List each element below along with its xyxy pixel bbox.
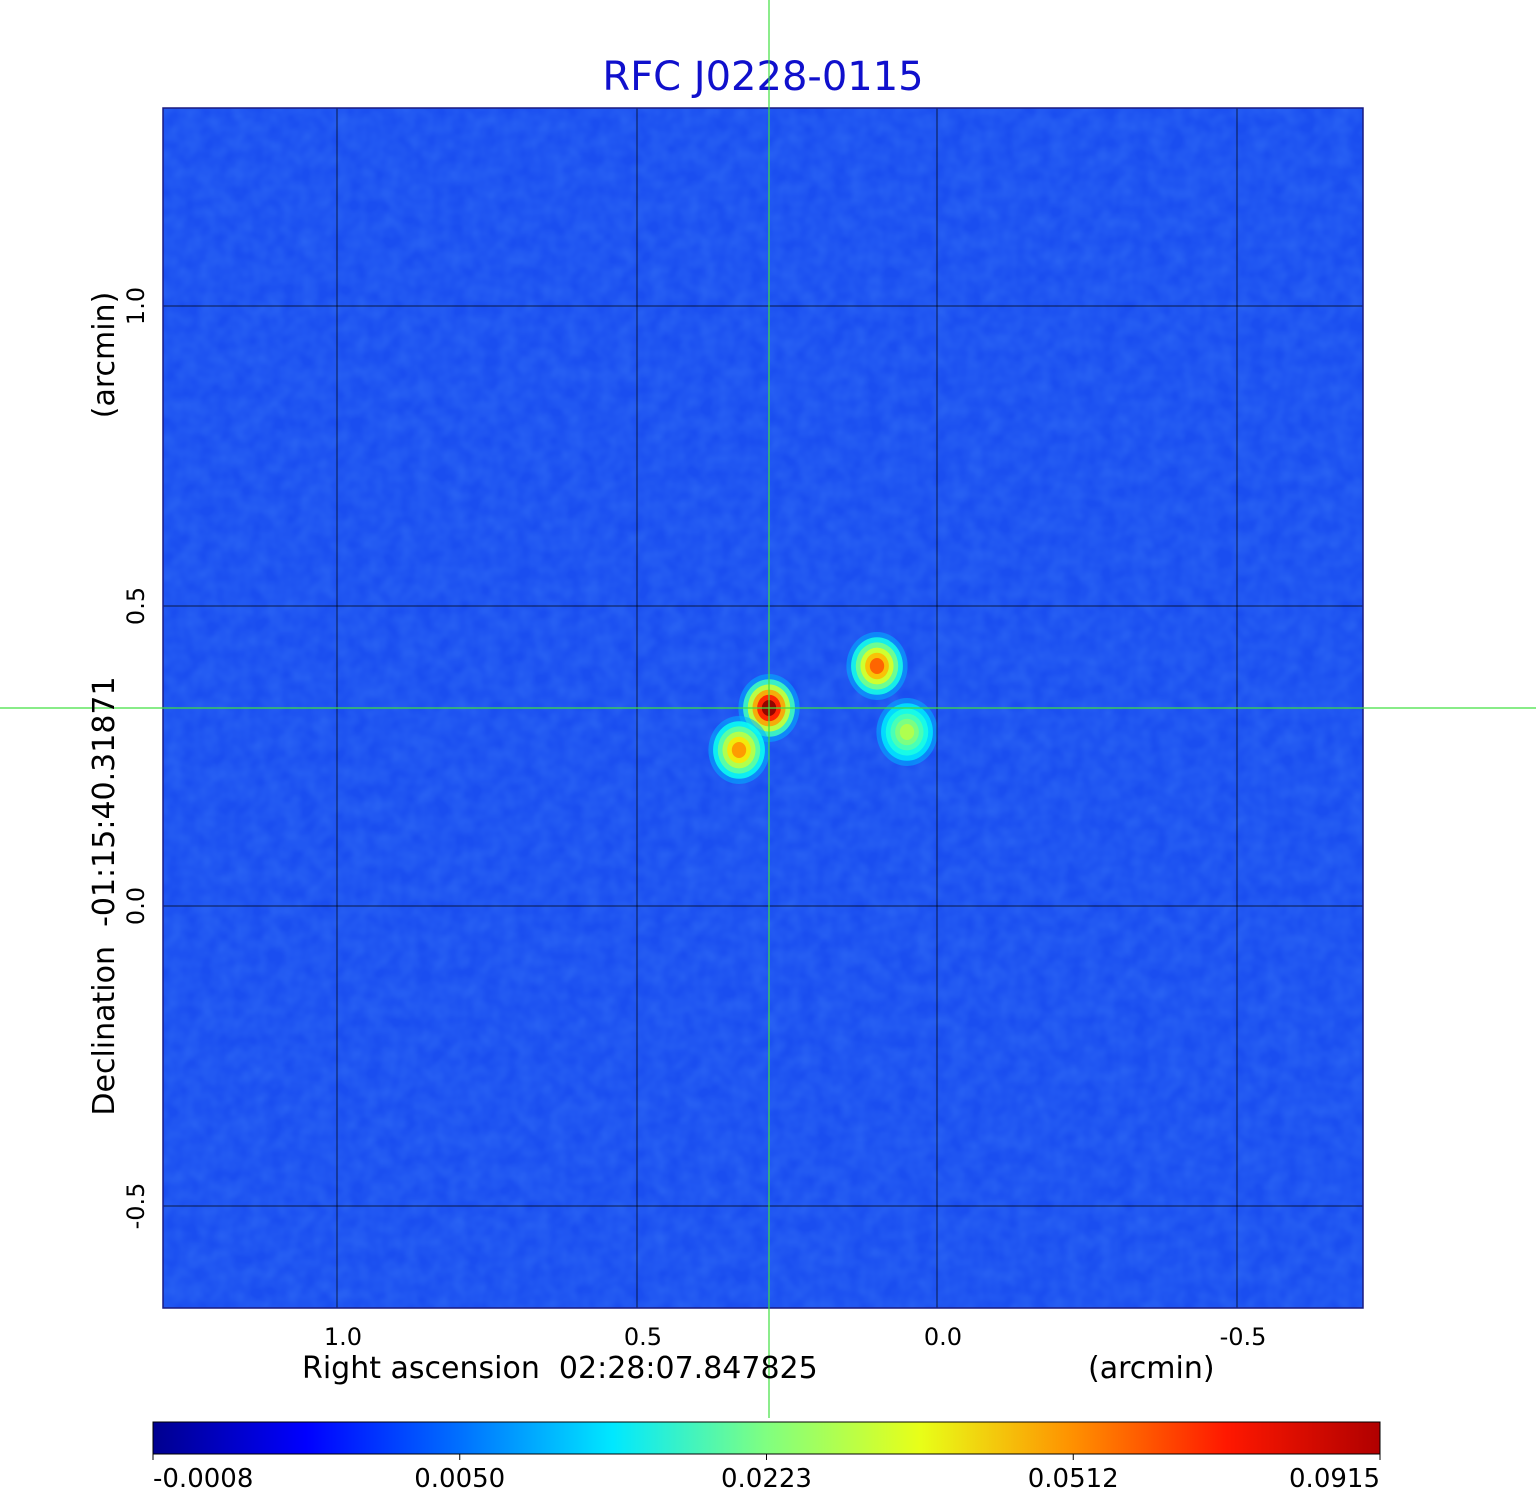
y-tick-label: 0.0	[122, 887, 150, 925]
source-north-west-component	[846, 632, 908, 700]
colorbar-tick-label: 0.0915	[1289, 1464, 1380, 1494]
x-tick-labels: 1.0 0.5 0.0 -0.5	[324, 1323, 1267, 1351]
chart-title: RFC J0228-0115	[602, 54, 923, 100]
colorbar	[152, 1421, 1381, 1455]
x-axis-label: Right ascension 02:28:07.847825	[302, 1351, 818, 1386]
colorbar-tick-label: -0.0008	[153, 1464, 253, 1494]
y-tick-labels: 1.0 0.5 0.0 -0.5	[122, 287, 150, 1230]
x-tick-label: -0.5	[1220, 1323, 1267, 1351]
x-tick-label: 1.0	[324, 1323, 362, 1351]
colorbar-tick-label: 0.0512	[1028, 1464, 1119, 1494]
colorbar-tick-label: 0.0050	[414, 1464, 505, 1494]
x-tick-label: 0.0	[924, 1323, 962, 1351]
x-axis-unit: (arcmin)	[1088, 1351, 1215, 1386]
y-axis-unit: (arcmin)	[87, 292, 122, 419]
source-south-east-component	[708, 716, 770, 784]
y-tick-label: -0.5	[122, 1183, 150, 1230]
x-tick-label: 0.5	[624, 1323, 662, 1351]
source-level-5	[899, 724, 915, 740]
colorbar-tick-label: 0.0223	[721, 1464, 812, 1494]
crosshair	[0, 0, 1536, 1418]
y-tick-label: 0.5	[122, 587, 150, 625]
source-level-5	[869, 658, 885, 674]
source-level-5	[731, 742, 747, 758]
colorbar-tick-labels: -0.0008 0.0050 0.0223 0.0512 0.0915	[152, 1454, 1381, 1494]
y-tick-label: 1.0	[122, 287, 150, 325]
source-west-component	[876, 698, 938, 766]
y-axis-label: Declination -01:15:40.31871	[87, 676, 122, 1115]
